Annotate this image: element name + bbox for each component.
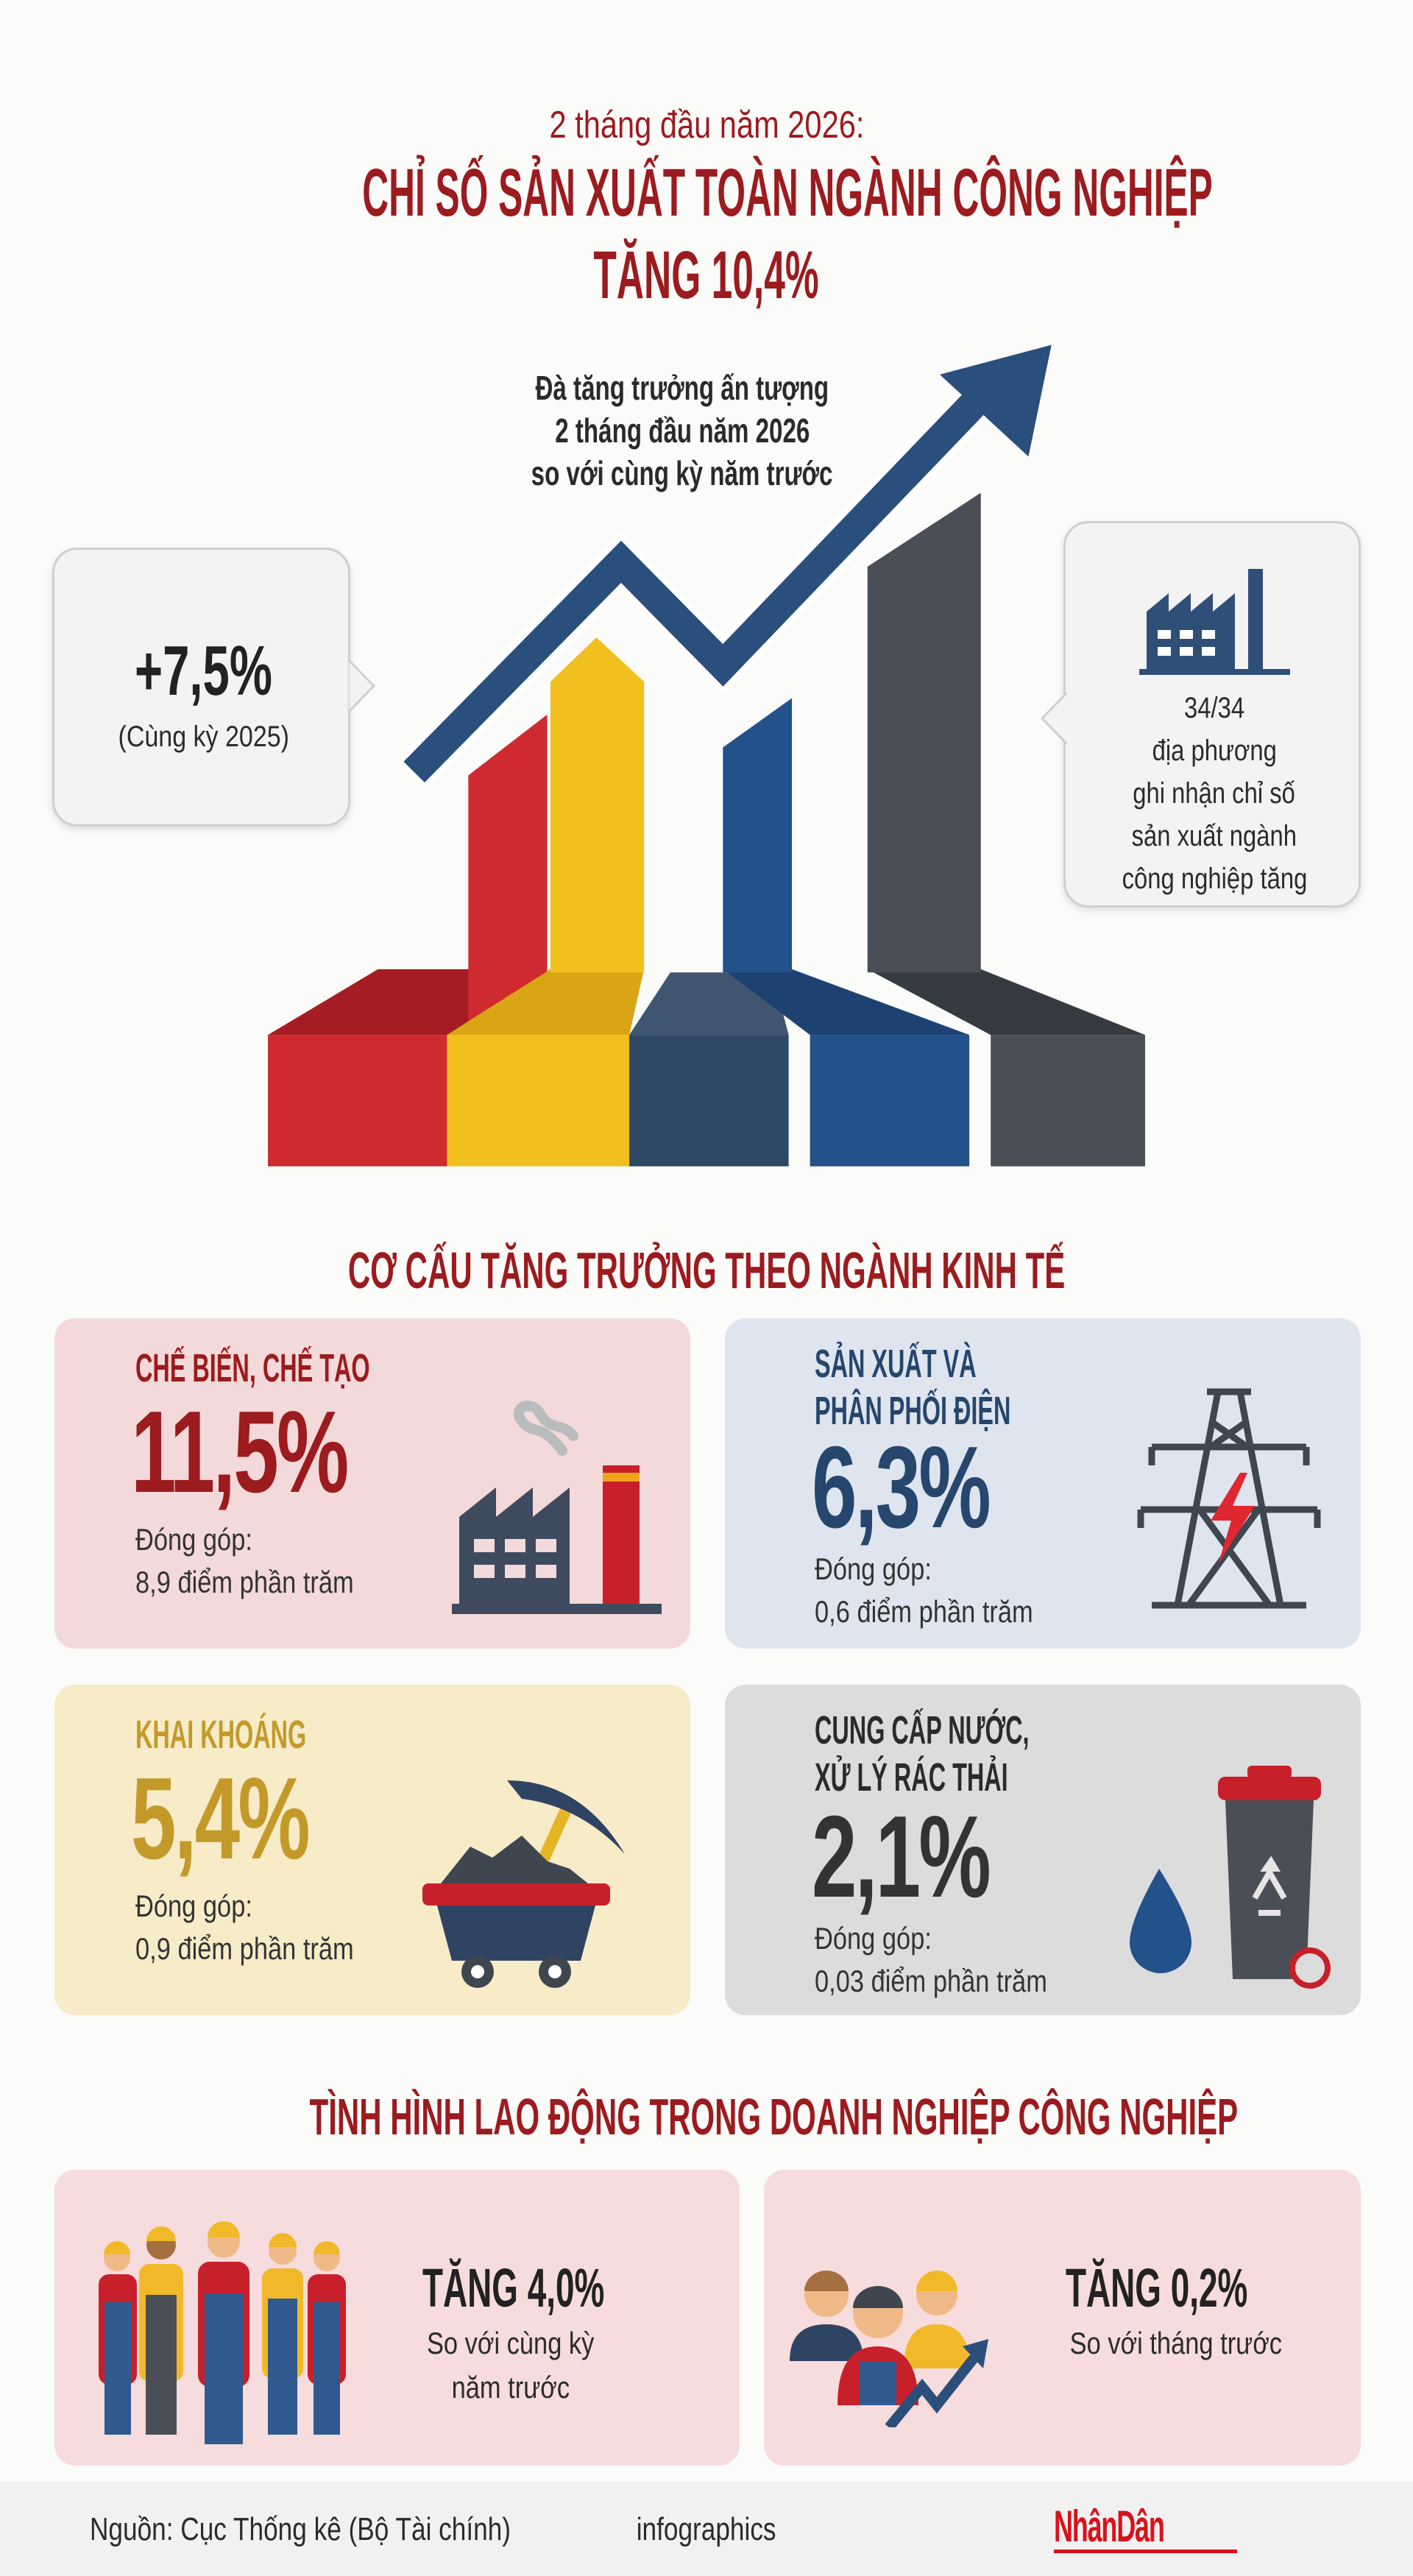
sector-card-electricity: SẢN XUẤT VÀ PHÂN PHỐI ĐIỆN 6,3% Đóng góp:… [725,1318,1361,1649]
red-bar [268,714,548,1167]
previous-year-note: (Cùng kỳ 2025) [118,721,289,753]
worker [308,2241,346,2435]
bubble-pointer [349,660,376,712]
sector-value: 2,1% [812,1792,991,1922]
trend-arrow [399,344,1052,788]
previous-year-bubble: +7,5% (Cùng kỳ 2025) [52,548,376,827]
sector-value: 5,4% [131,1754,311,1883]
worker [99,2241,137,2435]
infographics-tag: infographics [637,2511,776,2547]
mine-cart-icon [422,1780,625,1988]
blue-bar [723,698,970,1167]
yellow-bar [447,637,645,1167]
worker [198,2221,249,2444]
sector-value: 11,5% [131,1387,349,1517]
sector-card-water-waste: CUNG CẤP NƯỚC, XỬ LÝ RÁC THẢI 2,1% Đóng g… [725,1685,1361,2015]
labor-yoy-value: TĂNG 4,0% [422,2257,605,2318]
labor-card-yoy: TĂNG 4,0% So với cùng kỳ năm trước [54,2170,740,2466]
sectors-heading: CƠ CẤU TĂNG TRƯỞNG THEO NGÀNH KINH TẾ [347,1242,1066,1299]
worker [139,2226,183,2435]
kicker: 2 tháng đầu năm 2026: [549,104,864,146]
worker [262,2233,303,2435]
factory-icon [452,1401,662,1614]
nhandan-logo: NhânDân [1054,2502,1165,2551]
growth-bars-graphic [268,344,1145,1167]
page-title-value: TĂNG 10,4% [593,238,820,313]
page-title: CHỈ SỐ SẢN XUẤT TOÀN NGÀNH CÔNG NGHIỆP [362,155,1213,230]
footer: Nguồn: Cục Thống kê (Bộ Tài chính) infog… [0,2482,1413,2576]
workers-icon [99,2221,346,2444]
hero-caption: Đà tăng trưởng ấn tượng 2 tháng đầu năm … [531,369,833,492]
factory-icon [1139,569,1290,675]
source-text: Nguồn: Cục Thống kê (Bộ Tài chính) [90,2511,511,2547]
localities-bubble: 34/34 địa phương ghi nhận chỉ số sản xuấ… [1040,521,1361,907]
water-bin-icon [1130,1766,1331,1989]
sector-value: 6,3% [812,1423,991,1552]
workers-growth-icon [790,2271,988,2427]
bubble-pointer [1040,693,1067,744]
labor-heading: TÌNH HÌNH LAO ĐỘNG TRONG DOANH NGHIỆP CÔ… [309,2088,1239,2145]
sector-card-manufacturing: CHẾ BIẾN, CHẾ TẠO 11,5% Đóng góp: 8,9 điể… [54,1318,690,1649]
power-tower-icon [1137,1388,1321,1609]
recycle-icon [1252,1855,1287,1916]
previous-year-value: +7,5% [135,631,272,710]
sector-card-mining: KHAI KHOÁNG 5,4% Đóng góp: 0,9 điểm phần … [54,1685,690,2015]
labor-mom-value: TĂNG 0,2% [1066,2257,1248,2318]
labor-card-mom: TĂNG 0,2% So với tháng trước [764,2170,1361,2466]
localities-value: 34/34 [1183,692,1245,724]
gray-bar [867,492,1145,1167]
navy-bar [629,972,789,1167]
